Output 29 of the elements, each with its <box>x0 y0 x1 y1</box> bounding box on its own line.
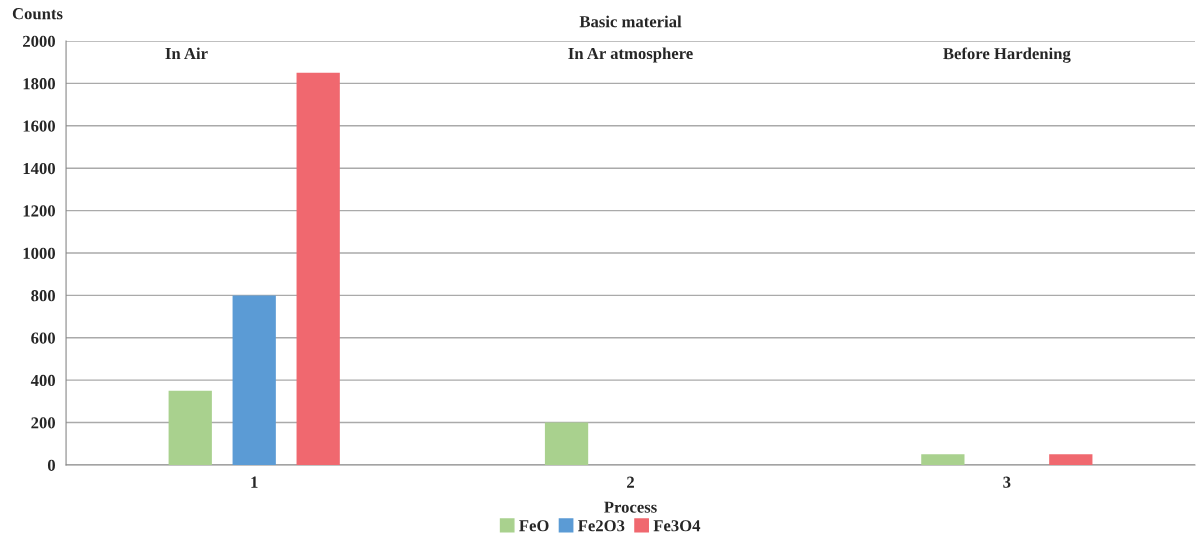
bar <box>168 390 212 465</box>
y-tick-label: 1600 <box>23 120 55 132</box>
bar <box>544 422 589 465</box>
y-axis-title: Counts <box>12 8 63 20</box>
bar <box>232 295 276 465</box>
y-tick-label: 400 <box>30 374 55 387</box>
y-tick-label: 1400 <box>23 162 55 175</box>
y-tick-label: 200 <box>31 417 55 429</box>
x-axis-title: Process <box>604 501 657 513</box>
y-tick-label: 600 <box>31 332 55 344</box>
annotation: In Ar atmosphere <box>568 47 693 63</box>
y-tick-label: 2000 <box>23 35 55 47</box>
annotation: In Air <box>165 47 208 59</box>
chart-title: Basic material <box>579 15 682 28</box>
legend-label: Fe3O4 <box>653 520 701 532</box>
y-tick-label: 1800 <box>23 78 55 90</box>
x-tick-label: 1 <box>251 476 258 488</box>
bar <box>1049 454 1093 465</box>
bar <box>296 72 340 465</box>
y-tick-label: 0 <box>47 459 55 471</box>
x-tick-label: 3 <box>1003 476 1011 488</box>
legend-label: FeO <box>519 520 549 532</box>
y-tick-label: 1000 <box>23 247 55 259</box>
bar <box>921 454 965 465</box>
x-tick-label: 2 <box>627 476 634 488</box>
legend-label: Fe2O3 <box>578 520 625 532</box>
y-tick-label: 1200 <box>23 205 55 217</box>
y-tick-label: 800 <box>31 290 55 302</box>
annotation: Before Hardening <box>943 47 1071 63</box>
